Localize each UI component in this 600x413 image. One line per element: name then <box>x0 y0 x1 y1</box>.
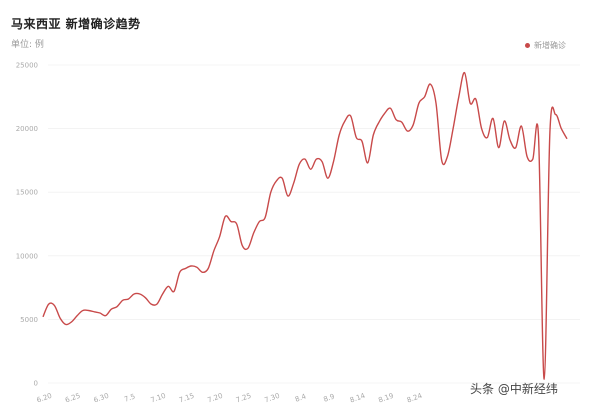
legend: 新增确诊 <box>525 40 566 51</box>
watermark: 头条 @中新经纬 <box>470 380 558 397</box>
x-tick-label: 7.15 <box>178 392 195 405</box>
x-tick-label: 7.25 <box>235 392 252 405</box>
y-tick-label: 0 <box>34 380 38 388</box>
chart-title: 马来西亚 新增确诊趋势 <box>11 17 141 31</box>
x-tick-label: 7.30 <box>263 392 280 405</box>
legend-label: 新增确诊 <box>534 41 566 50</box>
x-tick-label: 8.19 <box>377 392 394 405</box>
x-tick-label: 8.4 <box>294 392 308 404</box>
y-tick-label: 20000 <box>16 125 38 133</box>
watermark-text: 头条 @中新经纬 <box>470 382 558 396</box>
x-tick-label: 7.10 <box>150 392 167 405</box>
x-tick-label: 8.9 <box>322 392 335 403</box>
grid-lines <box>48 64 580 384</box>
y-tick-label: 5000 <box>20 316 38 324</box>
x-tick-label: 7.5 <box>123 392 136 403</box>
legend-marker <box>525 43 530 48</box>
unit-label: 单位: 例 <box>11 40 44 50</box>
x-tick-label: 7.20 <box>206 392 223 405</box>
x-tick-label: 6.20 <box>36 392 53 405</box>
y-axis-ticks: 0 5000 10000 15000 20000 25000 <box>16 62 38 388</box>
y-tick-label: 15000 <box>16 189 38 197</box>
y-tick-label: 25000 <box>16 62 38 70</box>
series-line-新增确诊 <box>42 71 568 380</box>
series-layer <box>42 71 568 380</box>
x-tick-label: 8.14 <box>349 392 367 405</box>
x-axis-ticks: 6.20 6.25 6.30 7.5 7.10 7.15 7.20 7.25 7.30 8.4 8.… <box>36 392 424 405</box>
y-tick-label: 10000 <box>16 252 38 260</box>
x-tick-label: 6.30 <box>93 392 110 405</box>
x-tick-label: 6.25 <box>64 392 81 405</box>
x-tick-label: 8.24 <box>406 392 424 405</box>
